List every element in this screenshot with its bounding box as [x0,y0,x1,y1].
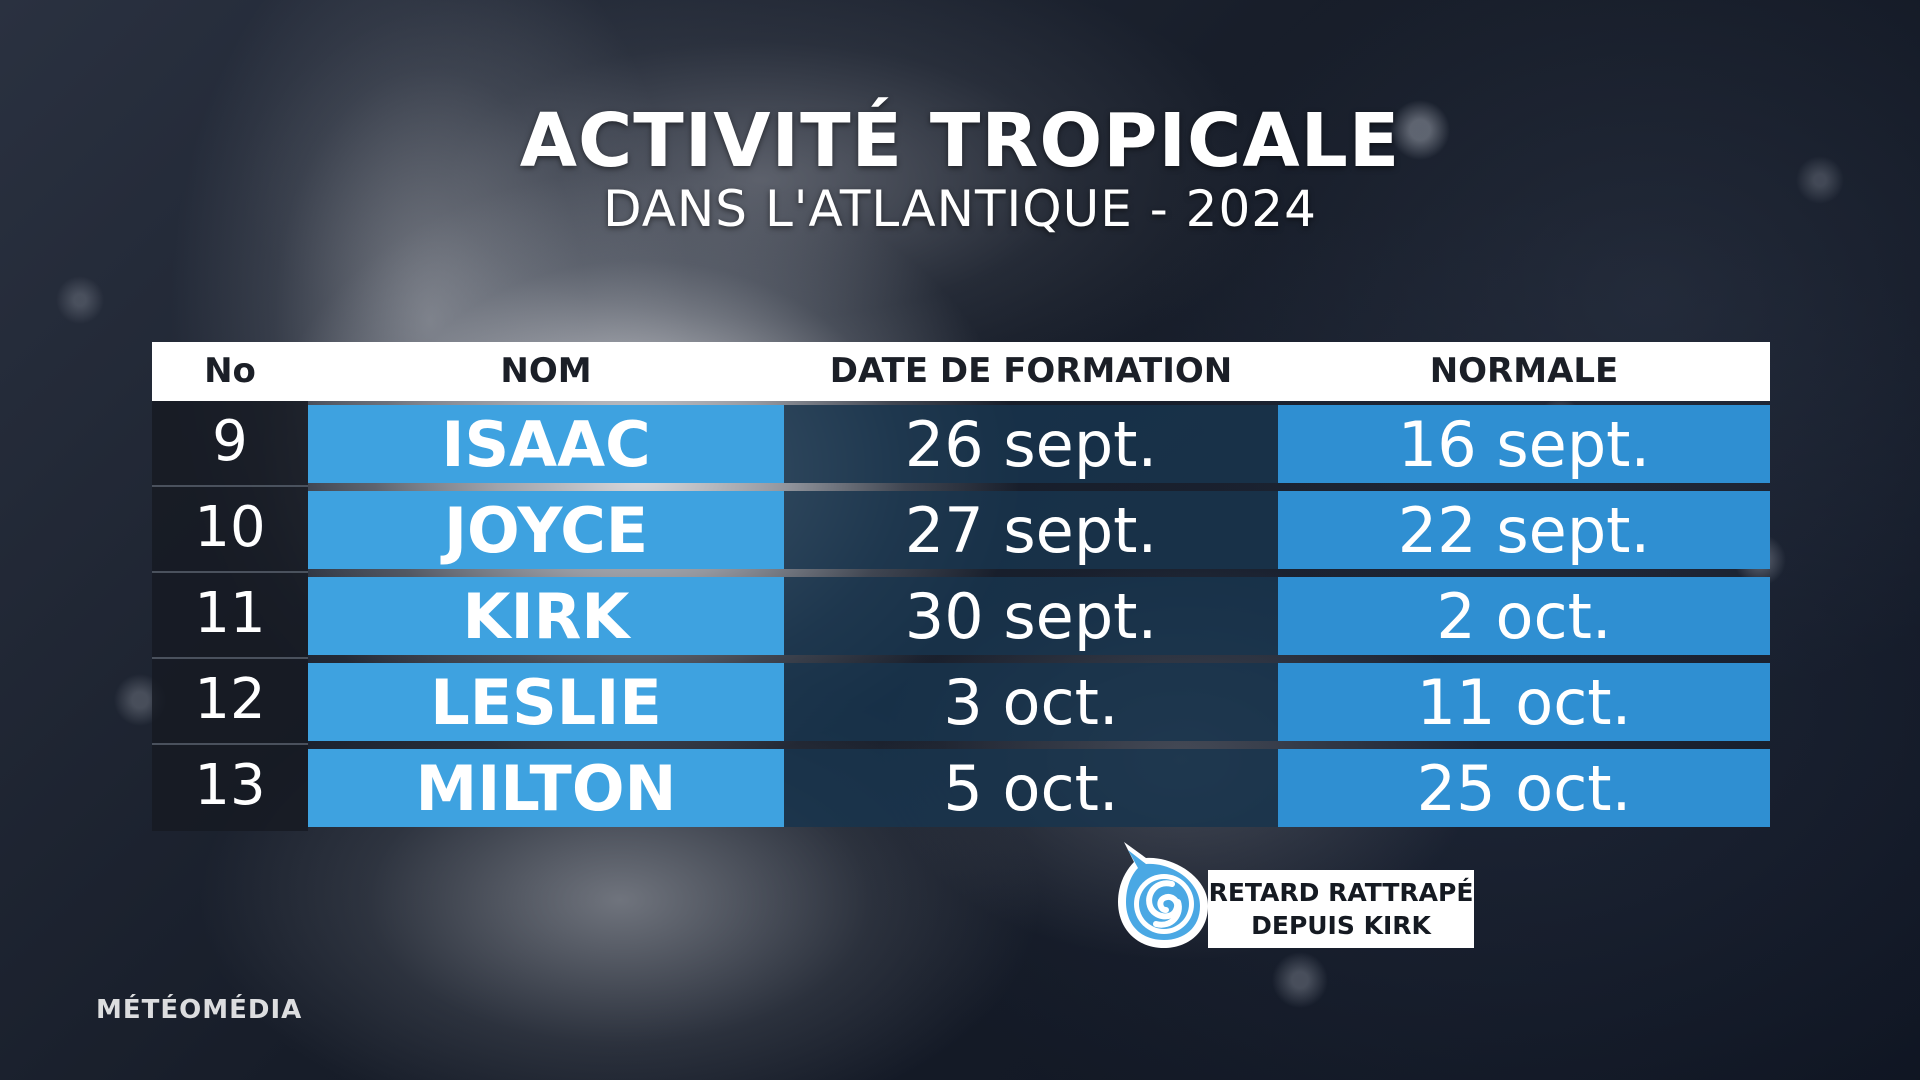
row-divider [152,657,308,659]
cell-date: 27 sept. [784,491,1278,569]
header-nom: NOM [500,351,592,391]
cell-date: 30 sept. [784,577,1278,655]
table-row: 10 JOYCE 27 sept. 22 sept. [152,487,1770,573]
hurricane-icon [1118,842,1208,948]
table-row: 9 ISAAC 26 sept. 16 sept. [152,401,1770,487]
cell-normale: 2 oct. [1278,577,1770,655]
table-row: 11 KIRK 30 sept. 2 oct. [152,573,1770,659]
table-row: 13 MILTON 5 oct. 25 oct. [152,745,1770,831]
cell-no: 9 [152,401,308,487]
cell-date: 26 sept. [784,405,1278,483]
brand-logo: MÉTÉOMÉDIA [96,995,303,1025]
row-divider [152,485,308,487]
cell-no: 12 [152,659,308,745]
cell-no: 11 [152,573,308,659]
cell-normale: 25 oct. [1278,749,1770,827]
cell-no: 13 [152,745,308,831]
callout-line-1: RETARD RATTRAPÉ [1208,878,1474,907]
cell-nom: ISAAC [308,405,784,483]
cell-date: 3 oct. [784,663,1278,741]
row-divider [152,571,308,573]
page-title: ACTIVITÉ TROPICALE [519,98,1401,184]
cell-no: 10 [152,487,308,573]
row-divider [152,743,308,745]
cell-normale: 22 sept. [1278,491,1770,569]
callout-box: RETARD RATTRAPÉ DEPUIS KIRK [1208,870,1474,948]
callout-line-2: DEPUIS KIRK [1251,911,1431,940]
cell-normale: 16 sept. [1278,405,1770,483]
cell-nom: LESLIE [308,663,784,741]
page-subtitle: DANS L'ATLANTIQUE - 2024 [603,180,1317,238]
cell-nom: KIRK [308,577,784,655]
table-header: No NOM DATE DE FORMATION NORMALE [152,342,1770,401]
header-date: DATE DE FORMATION [829,351,1233,391]
header-no: No [204,351,256,391]
table-row: 12 LESLIE 3 oct. 11 oct. [152,659,1770,745]
header-normale: NORMALE [1429,351,1619,391]
cell-nom: MILTON [308,749,784,827]
storm-table: No NOM DATE DE FORMATION NORMALE 9 ISAAC… [152,342,1770,831]
cell-normale: 11 oct. [1278,663,1770,741]
cell-nom: JOYCE [308,491,784,569]
callout: RETARD RATTRAPÉ DEPUIS KIRK [1112,840,1474,950]
cell-date: 5 oct. [784,749,1278,827]
